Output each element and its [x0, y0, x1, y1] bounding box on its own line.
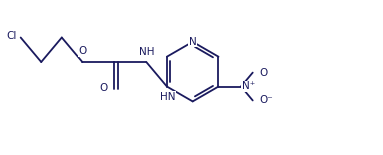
Text: N⁺: N⁺: [242, 81, 255, 91]
Text: O: O: [78, 46, 87, 56]
Text: Cl: Cl: [7, 31, 17, 41]
Text: HN: HN: [160, 92, 175, 102]
Text: O⁻: O⁻: [259, 95, 273, 105]
Text: O: O: [259, 68, 267, 78]
Text: O: O: [100, 84, 108, 93]
Text: NH: NH: [139, 46, 155, 57]
Text: N: N: [189, 37, 196, 47]
